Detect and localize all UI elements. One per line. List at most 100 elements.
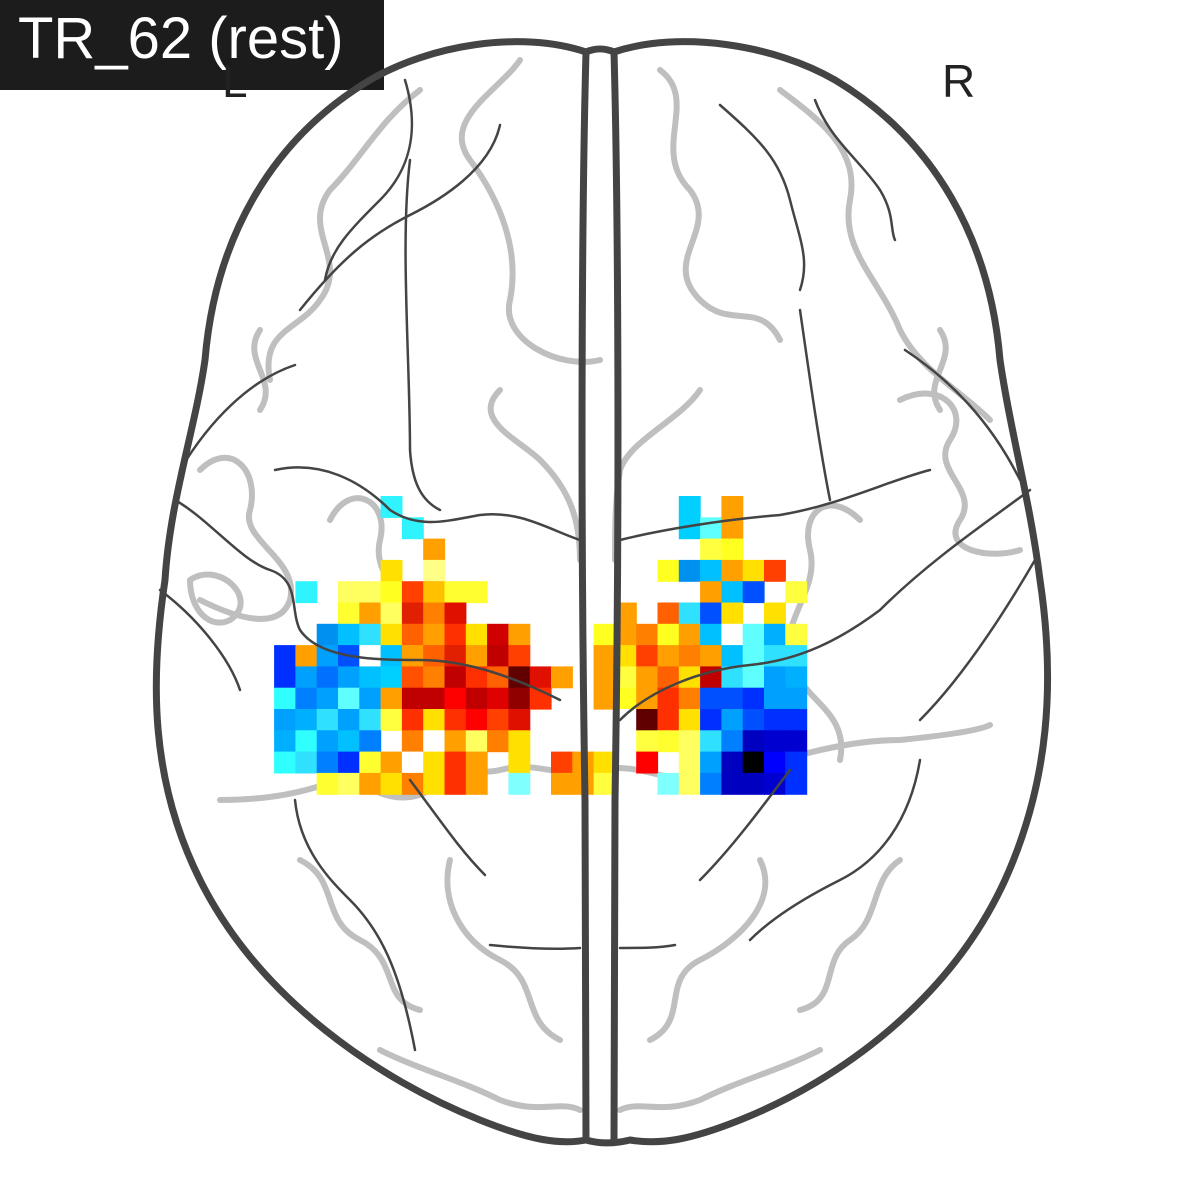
activation-voxel bbox=[487, 687, 509, 710]
activation-voxel bbox=[657, 559, 680, 582]
activation-voxel bbox=[785, 687, 808, 710]
right-orientation-label: R bbox=[942, 55, 976, 107]
activation-voxel bbox=[551, 666, 573, 689]
activation-voxel bbox=[274, 645, 296, 667]
activation-voxel bbox=[359, 645, 382, 667]
activation-voxel bbox=[678, 730, 701, 753]
activation-voxel bbox=[764, 687, 786, 710]
activation-voxel bbox=[593, 772, 616, 795]
activation-voxel bbox=[700, 559, 722, 582]
activation-voxel bbox=[700, 602, 722, 625]
activation-voxel bbox=[764, 559, 786, 582]
activation-voxel bbox=[678, 687, 701, 710]
activation-voxel bbox=[316, 751, 339, 774]
activation-voxel bbox=[423, 730, 446, 753]
activation-voxel bbox=[508, 645, 531, 667]
activation-voxel bbox=[338, 730, 360, 753]
activation-voxel bbox=[359, 730, 382, 753]
activation-voxel bbox=[764, 666, 786, 689]
activation-voxel bbox=[444, 730, 467, 753]
activation-voxel bbox=[465, 623, 488, 646]
activation-voxel bbox=[401, 602, 424, 625]
activation-voxel bbox=[401, 709, 424, 731]
activation-voxel bbox=[274, 687, 296, 710]
activation-voxel bbox=[508, 709, 531, 731]
activation-voxel bbox=[444, 666, 467, 689]
activation-voxel bbox=[636, 709, 659, 731]
activation-voxel bbox=[721, 645, 744, 667]
activation-voxel bbox=[700, 623, 722, 646]
activation-voxel bbox=[785, 666, 808, 689]
activation-voxel bbox=[401, 666, 424, 689]
activation-voxel bbox=[742, 581, 765, 604]
activation-voxel bbox=[657, 623, 680, 646]
activation-voxel bbox=[316, 666, 339, 689]
activation-voxel bbox=[423, 538, 446, 561]
activation-voxel bbox=[593, 751, 616, 774]
activation-voxel bbox=[316, 709, 339, 731]
panel-title: TR_62 (rest) bbox=[0, 0, 384, 90]
activation-voxel bbox=[636, 751, 659, 774]
activation-voxel bbox=[721, 709, 744, 731]
activation-voxel bbox=[700, 687, 722, 710]
activation-voxel bbox=[721, 496, 744, 518]
brain-outline bbox=[152, 38, 1052, 1147]
activation-voxel bbox=[657, 730, 680, 753]
activation-voxel bbox=[359, 666, 382, 689]
activation-voxel bbox=[785, 581, 808, 604]
activation-voxel bbox=[295, 581, 318, 604]
left-orientation-label: L bbox=[222, 55, 248, 107]
activation-voxel bbox=[444, 581, 467, 604]
activation-voxel bbox=[742, 559, 765, 582]
activation-voxel bbox=[423, 709, 446, 731]
activation-voxel bbox=[700, 538, 722, 561]
activation-voxel bbox=[274, 730, 296, 753]
activation-voxel bbox=[338, 687, 360, 710]
activation-voxel bbox=[764, 772, 786, 795]
activation-voxel bbox=[742, 687, 765, 710]
activation-voxel bbox=[316, 730, 339, 753]
activation-voxel bbox=[423, 623, 446, 646]
activation-voxel bbox=[678, 709, 701, 731]
activation-voxel bbox=[380, 559, 403, 582]
activation-voxel bbox=[742, 666, 765, 689]
activation-voxel bbox=[359, 581, 382, 604]
activation-voxel bbox=[678, 496, 701, 518]
activation-voxel bbox=[444, 751, 467, 774]
activation-voxel bbox=[295, 687, 318, 710]
activation-voxel bbox=[636, 623, 659, 646]
activation-voxel bbox=[657, 602, 680, 625]
activation-voxel bbox=[274, 709, 296, 731]
activation-voxel bbox=[764, 730, 786, 753]
activation-voxel bbox=[423, 581, 446, 604]
activation-voxel bbox=[316, 623, 339, 646]
activation-voxel bbox=[508, 623, 531, 646]
activation-voxel bbox=[657, 687, 680, 710]
activation-voxel bbox=[700, 751, 722, 774]
activation-voxel bbox=[721, 559, 744, 582]
activation-voxel bbox=[444, 772, 467, 795]
activation-voxel bbox=[487, 730, 509, 753]
activation-voxel bbox=[678, 772, 701, 795]
activation-voxel bbox=[742, 623, 765, 646]
activation-voxel bbox=[721, 730, 744, 753]
activation-voxel bbox=[444, 602, 467, 625]
activation-voxel bbox=[700, 730, 722, 753]
activation-voxel bbox=[678, 602, 701, 625]
activation-voxel bbox=[764, 623, 786, 646]
activation-voxel bbox=[678, 517, 701, 540]
activation-voxel bbox=[742, 730, 765, 753]
activation-voxel bbox=[380, 581, 403, 604]
activation-voxel bbox=[785, 730, 808, 753]
activation-voxel bbox=[380, 623, 403, 646]
activation-voxel bbox=[657, 709, 680, 731]
activation-voxel bbox=[295, 730, 318, 753]
activation-voxel bbox=[423, 751, 446, 774]
activation-voxel bbox=[359, 709, 382, 731]
activation-voxel bbox=[721, 623, 744, 646]
activation-voxel bbox=[721, 517, 744, 540]
activation-voxel bbox=[380, 645, 403, 667]
activation-voxel bbox=[465, 581, 488, 604]
activation-voxel bbox=[444, 623, 467, 646]
activation-voxel bbox=[551, 772, 573, 795]
